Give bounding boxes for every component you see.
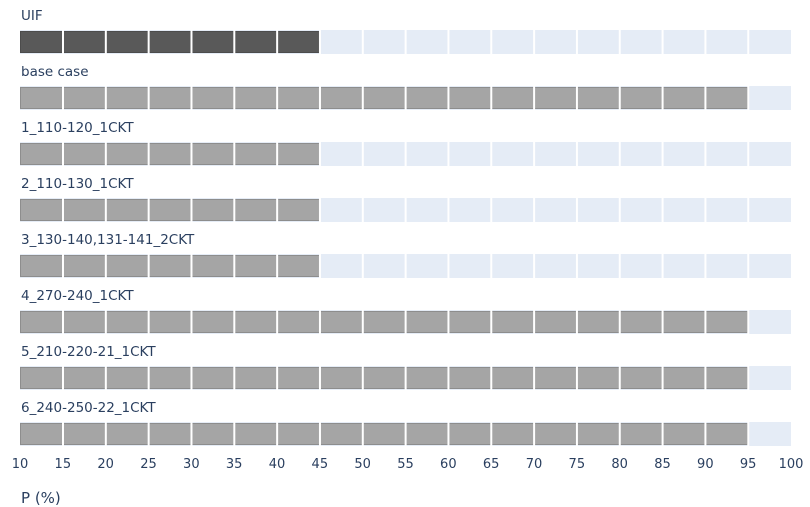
x-tick-label: 10 xyxy=(11,457,29,472)
bar[interactable] xyxy=(20,87,749,109)
bar-row: UIF xyxy=(20,8,791,54)
x-tick-label: 15 xyxy=(54,457,72,472)
bar-rows: UIF base case 1_110-120_1CKT 2_110-130_1CKT… xyxy=(20,8,791,446)
bar[interactable] xyxy=(20,31,320,53)
x-tick-label: 80 xyxy=(611,457,628,472)
bar-track xyxy=(20,142,791,166)
bar[interactable] xyxy=(20,255,320,277)
bar-category-label: 5_210-220-21_1CKT xyxy=(21,344,156,360)
bar-row: 1_110-120_1CKT xyxy=(20,120,791,166)
bar-category-label: UIF xyxy=(21,8,43,24)
bar-category-label: 1_110-120_1CKT xyxy=(21,120,134,136)
bar[interactable] xyxy=(20,367,749,389)
x-tick-label: 100 xyxy=(778,457,804,472)
x-tick-label: 75 xyxy=(568,457,586,472)
bar[interactable] xyxy=(20,143,320,165)
x-tick-label: 90 xyxy=(697,457,714,472)
x-tick-label: 20 xyxy=(97,457,114,472)
bar-track xyxy=(20,422,791,446)
bar-track xyxy=(20,198,791,222)
bar-row: 4_270-240_1CKT xyxy=(20,288,791,334)
x-tick-label: 65 xyxy=(482,457,500,472)
x-axis-title: P (%) xyxy=(21,489,61,507)
x-tick-label: 85 xyxy=(654,457,671,472)
bar-track xyxy=(20,30,791,54)
bar-row: base case xyxy=(20,64,791,110)
bar-category-label: 2_110-130_1CKT xyxy=(21,176,134,192)
x-tick-label: 95 xyxy=(739,457,757,472)
bar-track xyxy=(20,310,791,334)
plot-area: UIF base case 1_110-120_1CKT 2_110-130_1CKT… xyxy=(12,8,804,507)
bar-row: 3_130-140,131-141_2CKT xyxy=(20,232,791,278)
bar-row: 5_210-220-21_1CKT xyxy=(20,344,791,390)
bar-track xyxy=(20,86,791,110)
x-tick-label: 55 xyxy=(397,457,414,472)
bar[interactable] xyxy=(20,423,749,445)
bar-row: 6_240-250-22_1CKT xyxy=(20,400,791,446)
bar[interactable] xyxy=(20,311,749,333)
x-tick-label: 60 xyxy=(440,457,457,472)
x-tick-label: 50 xyxy=(354,457,371,472)
bar-category-label: base case xyxy=(21,64,89,80)
x-tick-label: 40 xyxy=(268,457,286,472)
bar-category-label: 4_270-240_1CKT xyxy=(21,288,134,304)
x-tick-label: 45 xyxy=(311,457,329,472)
bar-track xyxy=(20,366,791,390)
bar-row: 2_110-130_1CKT xyxy=(20,176,791,222)
x-tick-label: 35 xyxy=(225,457,243,472)
bar[interactable] xyxy=(20,199,320,221)
x-tick-label: 30 xyxy=(183,457,200,472)
x-axis: 10 15 20 25 30 35 40 45 50 55 60 65 70 75 80 85 90 95 100 xyxy=(12,456,804,473)
bar-category-label: 6_240-250-22_1CKT xyxy=(21,400,156,416)
x-tick-label: 25 xyxy=(140,457,157,472)
bar-category-label: 3_130-140,131-141_2CKT xyxy=(21,232,195,248)
x-tick-label: 70 xyxy=(525,457,543,472)
bar-track xyxy=(20,254,791,278)
